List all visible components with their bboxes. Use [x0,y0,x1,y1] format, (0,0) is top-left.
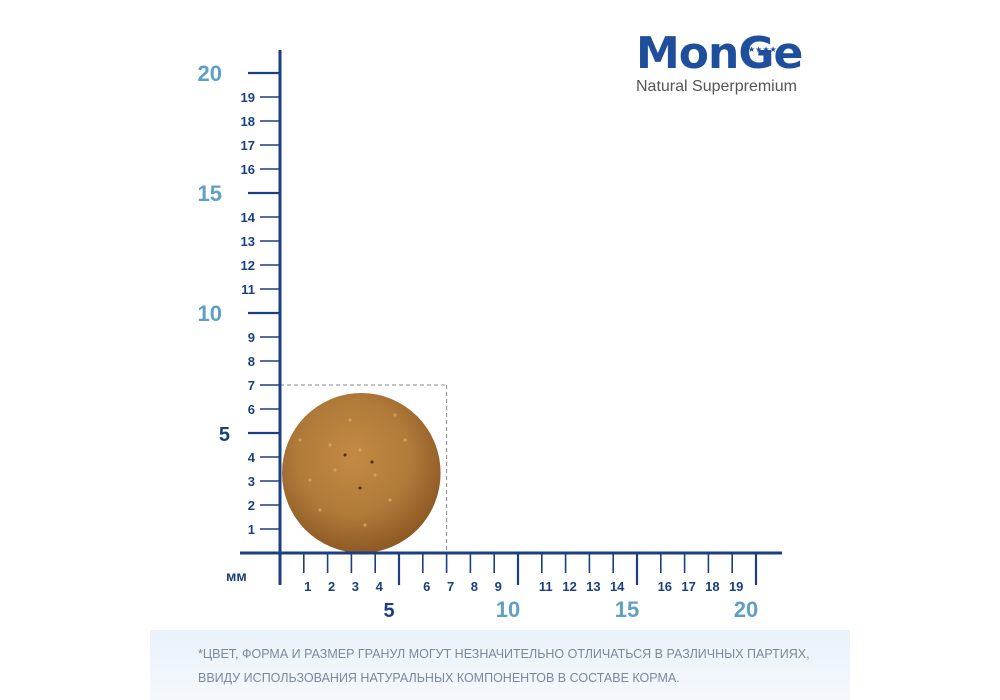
vertical-tick-label: 1 [248,522,255,537]
vertical-tick-label: 17 [241,138,255,153]
horizontal-tick-label: 6 [423,579,430,594]
disclaimer-line-2: ВВИДУ ИСПОЛЬЗОВАНИЯ НАТУРАЛЬНЫХ КОМПОНЕН… [198,671,680,685]
horizontal-tick-label: 7 [447,579,454,594]
vertical-tick-label: 19 [241,90,255,105]
vertical-tick-label: 6 [248,402,255,417]
vertical-tick-label: 13 [241,234,255,249]
kibble-speck [370,460,374,464]
vertical-tick-label: 11 [241,282,255,297]
brand-logo: MonGe ★★★★★ Natural Superpremium [636,30,826,96]
disclaimer-line-1: *ЦВЕТ, ФОРМА И РАЗМЕР ГРАНУЛ МОГУТ НЕЗНА… [198,647,810,661]
vertical-tick-label: 9 [248,330,255,345]
horizontal-tick-label: 9 [495,579,502,594]
kibble-speck [298,438,302,442]
vertical-tick-label: 8 [248,354,255,369]
kibble-speck [388,498,392,502]
horizontal-tick-label: 18 [705,579,719,594]
vertical-tick-label: 12 [241,258,255,273]
horizontal-tick-label: 12 [562,579,576,594]
kibble-speck [363,523,367,527]
horizontal-major-label: 20 [734,597,758,622]
vertical-tick-label: 16 [241,162,255,177]
vertical-tick-label: 3 [248,474,255,489]
brand-name: MonGe ★★★★★ [636,28,803,79]
brand-tagline: Natural Superpremium [636,78,797,95]
kibble-speck [328,443,332,447]
horizontal-tick-label: 17 [681,579,695,594]
kibble-speck [393,413,397,417]
vertical-tick-label: 2 [248,498,255,513]
brand-stars-icon: ★★★★★ [748,45,784,54]
horizontal-major-label: 15 [615,597,639,622]
horizontal-tick-label: 8 [471,579,478,594]
horizontal-tick-label: 11 [539,579,553,594]
vertical-tick-label: 18 [241,114,255,129]
kibble-speck [403,438,407,442]
kibble-speck [333,468,337,472]
horizontal-tick-label: 1 [304,579,311,594]
disclaimer-box: *ЦВЕТ, ФОРМА И РАЗМЕР ГРАНУЛ МОГУТ НЕЗНА… [150,630,850,700]
vertical-major-label: 10 [198,301,222,326]
vertical-tick-label: 4 [248,450,256,465]
horizontal-major-label: 5 [383,600,394,622]
vertical-major-label: 5 [219,424,230,446]
horizontal-tick-label: 19 [729,579,743,594]
horizontal-tick-label: 13 [586,579,600,594]
kibble-speck [358,486,362,490]
vertical-tick-label: 7 [248,378,255,393]
kibble-speck [343,453,347,457]
kibble-speck [373,473,377,477]
kibble-speck [308,478,312,482]
kibble-speck [318,508,322,512]
unit-label: мм [226,568,247,584]
vertical-tick-label: 14 [241,210,256,225]
kibble-speck [358,448,362,452]
vertical-major-label: 20 [198,61,222,86]
horizontal-tick-label: 14 [610,579,625,594]
kibble-image [282,393,441,553]
horizontal-tick-label: 16 [658,579,672,594]
vertical-major-label: 15 [198,181,222,206]
horizontal-tick-label: 2 [328,579,335,594]
horizontal-major-label: 10 [496,597,520,622]
horizontal-tick-label: 4 [376,579,384,594]
horizontal-tick-label: 3 [352,579,359,594]
kibble-speck [348,418,352,422]
